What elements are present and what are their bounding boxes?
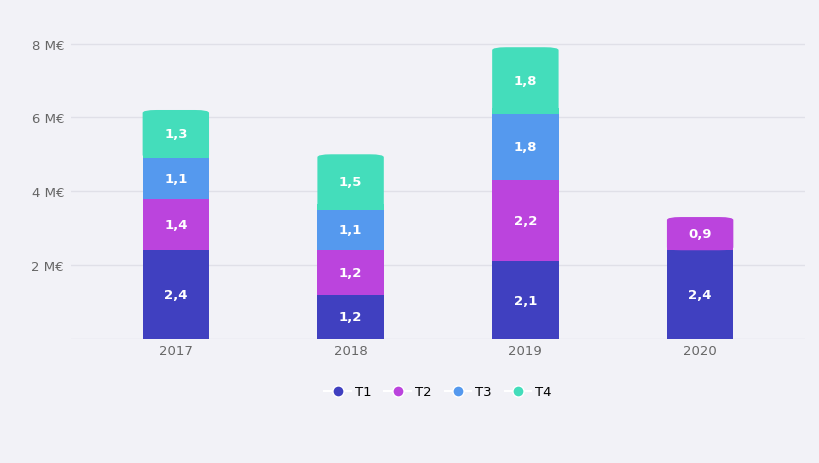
Text: 0,9: 0,9	[687, 228, 711, 241]
Bar	[491, 262, 558, 339]
Text: 1,1: 1,1	[164, 172, 188, 185]
Text: 1,5: 1,5	[338, 176, 362, 189]
FancyBboxPatch shape	[317, 155, 383, 210]
Bar	[317, 210, 383, 251]
Text: 1,8: 1,8	[513, 141, 536, 154]
Bar	[666, 251, 732, 339]
Bar	[491, 181, 558, 262]
Bar	[317, 251, 383, 295]
FancyBboxPatch shape	[143, 111, 209, 159]
Bar	[666, 245, 732, 251]
Text: 2,4: 2,4	[164, 288, 188, 301]
Text: 1,2: 1,2	[338, 266, 362, 279]
Text: 1,4: 1,4	[164, 219, 188, 232]
FancyBboxPatch shape	[491, 48, 558, 114]
Bar	[143, 153, 209, 159]
Bar	[143, 251, 209, 339]
Bar	[317, 295, 383, 339]
Text: 2,1: 2,1	[513, 294, 536, 307]
Bar	[143, 159, 209, 199]
Bar	[491, 108, 558, 114]
Text: 1,1: 1,1	[338, 224, 362, 237]
Text: 2,2: 2,2	[513, 215, 536, 228]
Text: 1,8: 1,8	[513, 75, 536, 88]
FancyBboxPatch shape	[666, 218, 732, 251]
Text: 2,4: 2,4	[687, 288, 711, 301]
Bar	[143, 199, 209, 251]
Bar	[491, 114, 558, 181]
Text: 1,2: 1,2	[338, 311, 362, 324]
Text: 1,3: 1,3	[164, 128, 188, 141]
Bar	[317, 204, 383, 210]
Legend: T1, T2, T3, T4: T1, T2, T3, T4	[319, 381, 556, 404]
